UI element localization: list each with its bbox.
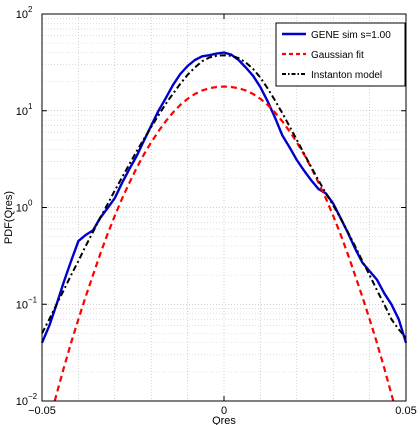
legend-label: GENE sim s=1.00 bbox=[311, 30, 391, 41]
y-tick-label: 10 bbox=[16, 203, 28, 215]
y-tick-label: 10 bbox=[16, 106, 28, 118]
series-line-instanton-model bbox=[41, 54, 407, 339]
series-line-gene-sim-s-1-00 bbox=[40, 51, 408, 344]
series-layer bbox=[40, 51, 408, 402]
legend: GENE sim s=1.00 Gaussian fit Instanton mod… bbox=[275, 22, 406, 87]
x-tick-label: −0.05 bbox=[28, 405, 56, 417]
x-tick-label: 0 bbox=[221, 405, 227, 417]
y-tick-exponent: 1 bbox=[28, 102, 33, 111]
legend-label: Instanton model bbox=[311, 70, 382, 81]
x-tick-label: 0.05 bbox=[395, 405, 416, 417]
y-tick-exponent: −2 bbox=[28, 392, 38, 401]
y-tick-exponent: 0 bbox=[28, 199, 33, 208]
y-tick-label: 10 bbox=[16, 9, 28, 21]
y-tick-exponent: −1 bbox=[28, 295, 38, 304]
x-axis-label: Qres bbox=[212, 415, 236, 425]
y-tick-label: 10 bbox=[16, 396, 28, 408]
legend-label: Gaussian fit bbox=[311, 50, 364, 61]
y-tick-exponent: 2 bbox=[28, 5, 33, 14]
y-axis-label: PDF(Qres) bbox=[3, 191, 15, 244]
series-line-gaussian-fit bbox=[53, 85, 395, 402]
y-tick-label: 10 bbox=[16, 299, 28, 311]
